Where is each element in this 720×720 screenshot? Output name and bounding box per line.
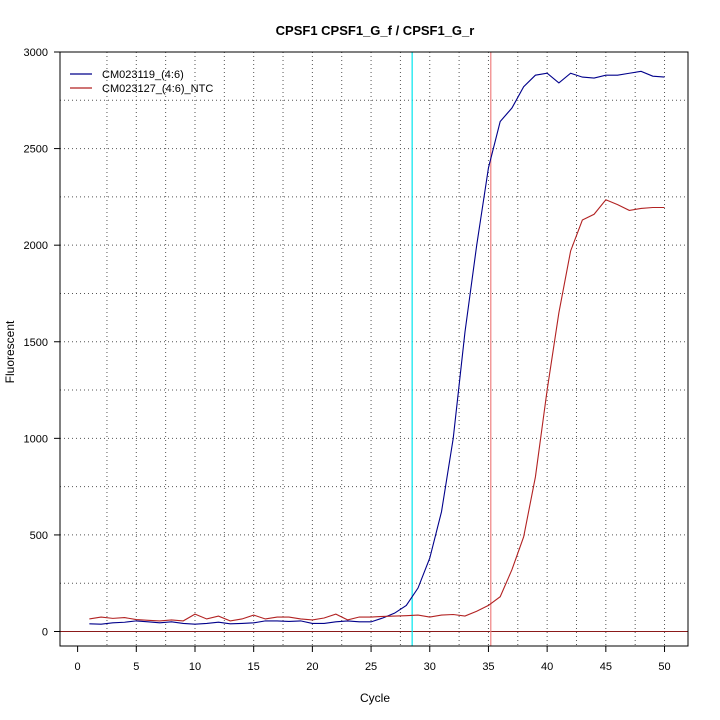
y-tick-label: 500 [30,530,48,542]
series-lines [89,70,665,625]
x-axis-title: Cycle [360,691,390,705]
y-tick-label: 0 [42,627,48,639]
y-tick-label: 1000 [24,433,48,445]
reference-lines [60,52,688,646]
legend-label-2: CM023127_(4:6)_NTC [102,83,213,95]
chart-title: CPSF1 CPSF1_G_f / CPSF1_G_r [276,23,475,38]
x-tick-label: 25 [365,661,377,673]
y-axis: 0 500 1000 1500 2000 2500 3000 [24,47,60,639]
plot-frame [59,51,689,647]
x-tick-label: 5 [133,661,139,673]
series-line-1 [89,70,665,625]
y-axis-title: Fluorescent [3,320,17,383]
x-axis: 0 5 10 15 20 25 30 35 40 45 50 [75,646,671,673]
x-tick-label: 20 [306,661,318,673]
x-tick-label: 0 [75,661,81,673]
grid-lines [60,52,688,646]
x-tick-label: 10 [189,661,201,673]
x-tick-label: 30 [424,661,436,673]
y-tick-label: 2000 [24,240,48,252]
x-tick-label: 50 [658,661,670,673]
y-tick-label: 1500 [24,337,48,349]
x-tick-label: 35 [482,661,494,673]
legend-label-1: CM023119_(4:6) [102,69,184,81]
x-tick-label: 15 [248,661,260,673]
y-tick-label: 2500 [24,144,48,156]
series-line-2 [89,199,665,622]
y-tick-label: 3000 [24,47,48,59]
legend: CM023119_(4:6) CM023127_(4:6)_NTC [70,69,213,95]
x-tick-label: 40 [541,661,553,673]
x-tick-label: 45 [600,661,612,673]
